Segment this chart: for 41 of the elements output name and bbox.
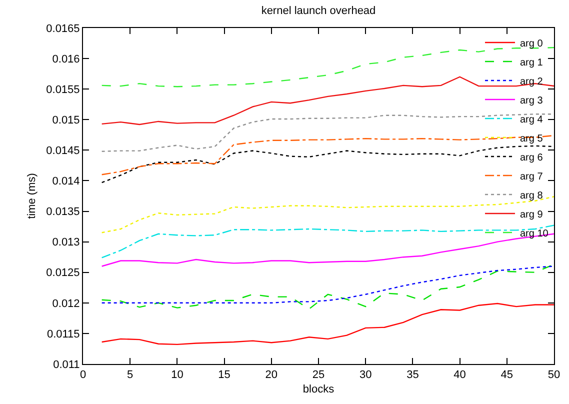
y-tick-label: 0.0115 (46, 328, 80, 340)
y-tick-label: 0.011 (53, 358, 80, 371)
legend-label: arg 8 (520, 190, 544, 202)
legend-label: arg 3 (520, 95, 544, 106)
x-tick-label: 40 (454, 369, 466, 382)
y-tick-label: 0.015 (52, 114, 80, 126)
line-series (101, 114, 554, 152)
legend-label: arg 9 (520, 209, 544, 220)
x-tick-label: 5 (127, 369, 134, 382)
chart-title: kernel launch overhead (261, 4, 376, 17)
x-tick-label: 20 (265, 369, 278, 382)
y-tick-label: 0.014 (52, 176, 80, 188)
x-tick-label: 10 (171, 369, 184, 382)
line-series (101, 266, 554, 304)
y-tick-label: 0.0155 (46, 84, 80, 96)
line-series (101, 76, 554, 126)
line-series (101, 145, 554, 184)
x-tick-label: 35 (406, 369, 419, 382)
legend-label: arg 0 (520, 38, 544, 50)
y-tick-label: 0.016 (52, 53, 80, 66)
line-series (101, 224, 554, 258)
legend-label: arg 6 (520, 152, 544, 164)
legend-label: arg 4 (520, 114, 544, 126)
y-axis-title: time (ms) (26, 173, 38, 219)
x-tick-label: 25 (312, 369, 325, 382)
x-tick-label: 0 (80, 369, 86, 382)
legend-label: arg 1 (520, 57, 544, 68)
x-tick-label: 30 (359, 369, 372, 382)
y-tick-label: 0.0165 (46, 22, 80, 35)
y-tick-label: 0.0135 (46, 206, 80, 218)
y-tick-label: 0.0145 (46, 145, 80, 158)
x-tick-label: 15 (218, 369, 230, 382)
x-axis-title: blocks (302, 383, 335, 396)
legend-label: arg 7 (520, 171, 544, 182)
y-tick-label: 0.0125 (46, 267, 80, 280)
x-tick-label: 50 (548, 369, 560, 382)
line-series (101, 264, 554, 310)
line-series (101, 302, 554, 346)
y-tick-label: 0.012 (52, 298, 80, 310)
x-tick-label: 45 (500, 369, 514, 382)
y-tick-label: 0.013 (52, 236, 80, 249)
